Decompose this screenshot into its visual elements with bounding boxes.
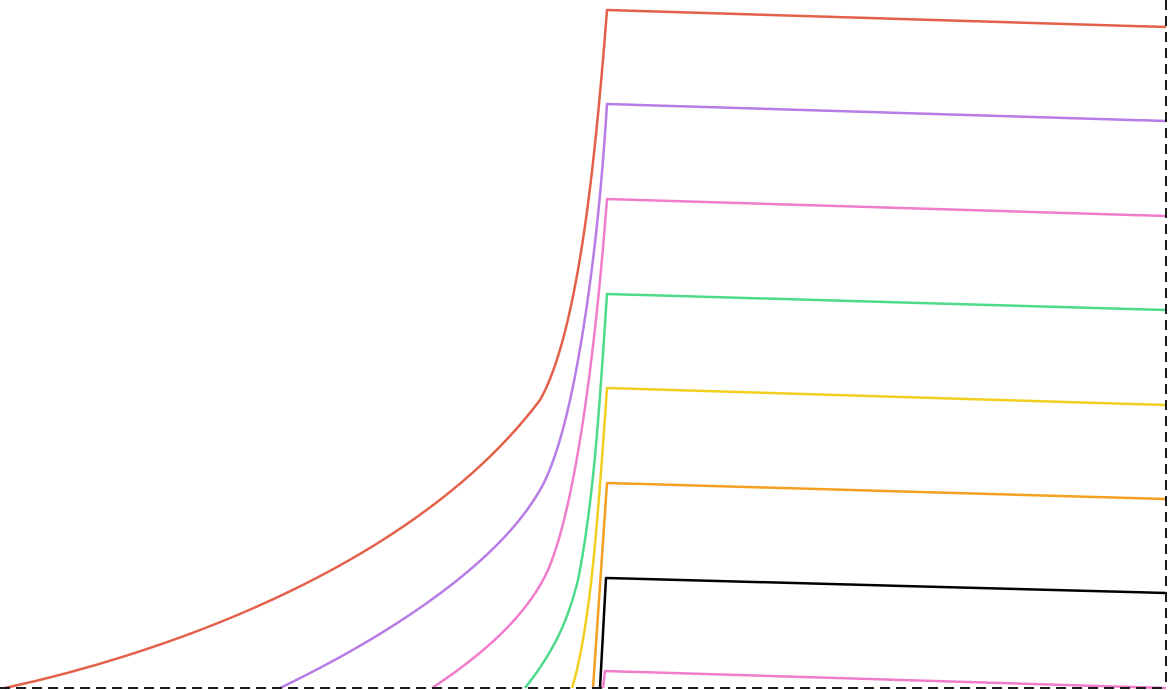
curve-6 [591, 481, 1167, 689]
curve-8 [601, 669, 1167, 690]
curve-group [4, 8, 1167, 690]
curve-7 [598, 576, 1167, 689]
curve-5 [570, 386, 1167, 689]
curve-2 [279, 102, 1167, 690]
curve-4 [524, 292, 1167, 689]
curve-3 [431, 197, 1167, 690]
curve-1 [4, 8, 1167, 690]
